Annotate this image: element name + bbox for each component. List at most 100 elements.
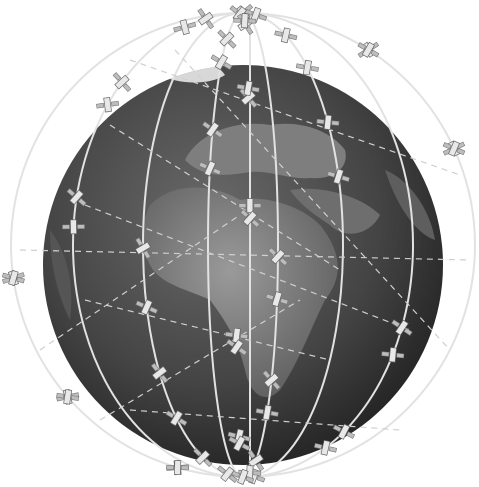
satellite-body [448, 140, 460, 157]
satellite [247, 449, 265, 472]
satellite-panel [247, 449, 256, 459]
satellite [240, 209, 260, 228]
satellite-panel [110, 100, 120, 107]
satellite-panel [265, 293, 275, 301]
satellite-panel [228, 474, 238, 483]
satellite-panel [256, 462, 265, 472]
satellite-panel [253, 203, 262, 208]
africa [142, 187, 338, 398]
satellite-body [103, 96, 112, 113]
satellite-body [214, 54, 229, 71]
satellite-panel [225, 331, 234, 338]
satellite-panel [223, 62, 233, 70]
satellite [56, 389, 80, 405]
satellite [135, 299, 158, 316]
satellite-panel [272, 381, 281, 391]
satellite [134, 237, 152, 260]
crosslink [39, 214, 241, 351]
satellite-panel [238, 203, 247, 208]
satellite-panel [381, 351, 390, 357]
satellite [165, 410, 188, 427]
satellite-body [237, 468, 249, 485]
satellite-body [246, 198, 254, 213]
satellite-body [229, 339, 244, 356]
satellite [198, 160, 222, 177]
satellite [391, 319, 413, 336]
satellites [1, 3, 466, 485]
crosslink [109, 124, 341, 271]
satellite-panel [56, 392, 65, 399]
satellite-panel [268, 247, 277, 256]
satellite [268, 247, 288, 266]
satellite [381, 347, 405, 363]
satellite-panel [327, 170, 336, 178]
satellite-body [333, 168, 344, 185]
satellite [112, 72, 132, 93]
satellite-panel [212, 167, 222, 176]
satellite [228, 435, 251, 452]
satellite [166, 460, 189, 476]
satellite [193, 447, 213, 468]
crosslink [129, 409, 401, 431]
satellite-panel [396, 352, 405, 359]
satellite-panel [203, 458, 213, 468]
satellite-panel [150, 362, 160, 372]
satellite-body [140, 299, 153, 316]
satellite [357, 41, 380, 58]
satellite [313, 439, 338, 456]
satellite-panel [197, 8, 206, 17]
satellite-body [388, 347, 397, 363]
europe [185, 123, 346, 179]
satellite-panel [328, 446, 338, 453]
satellite-panel [62, 224, 70, 230]
satellite [62, 219, 85, 235]
satellite-panel [181, 465, 189, 471]
satellite [173, 19, 197, 36]
satellite-panel [310, 65, 319, 72]
satellite-panel [112, 72, 122, 81]
satellite-body [70, 219, 77, 235]
satellite-body [263, 372, 280, 388]
satellite [244, 6, 268, 23]
satellite [150, 362, 169, 384]
satellite-body [151, 365, 168, 381]
satellite-panel [77, 197, 87, 207]
satellite-body [203, 160, 217, 177]
satellite [274, 27, 298, 44]
satellite [262, 370, 281, 391]
satellite-panel [77, 224, 85, 230]
satellite [238, 198, 262, 213]
satellite-body [69, 189, 84, 206]
crosslink [84, 299, 331, 361]
satellite-panel [205, 20, 215, 30]
south-america-edge [50, 230, 72, 320]
satellite-panel [210, 54, 220, 63]
satellite-panel [229, 5, 239, 14]
satellite-panel [202, 121, 211, 130]
satellite-panel [173, 25, 182, 33]
satellite-panel [135, 237, 144, 247]
satellite-body [179, 19, 190, 36]
satellite-panel [241, 443, 251, 451]
satellite-body [241, 13, 249, 29]
satellite-panel [391, 319, 401, 328]
satellite-body [173, 460, 182, 476]
satellite-body [63, 389, 73, 405]
satellite-panel [16, 276, 25, 284]
satellite-body [197, 11, 214, 26]
satellite-panel [295, 63, 305, 70]
satellite-body [8, 270, 19, 286]
satellite [295, 59, 319, 76]
satellite-body [262, 404, 272, 421]
satellite-panel [331, 120, 340, 126]
satellite [332, 423, 356, 440]
satellite [231, 468, 255, 485]
satellite-panel [456, 147, 466, 156]
satellite-panel [258, 14, 268, 21]
satellite-body [114, 74, 130, 90]
satellite-panel [403, 327, 413, 336]
satellite-body [361, 41, 375, 58]
satellite [327, 168, 350, 185]
satellite-panel [160, 374, 169, 384]
